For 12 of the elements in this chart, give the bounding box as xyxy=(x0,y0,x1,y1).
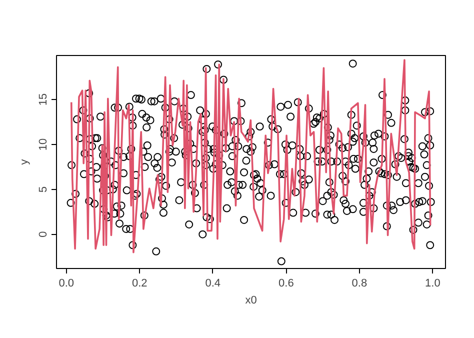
y-tick-label: 0 xyxy=(38,231,50,238)
x-tick-label: 0.6 xyxy=(278,278,294,290)
y-tick-label: 10 xyxy=(38,138,50,151)
x-axis-title: x0 xyxy=(245,294,257,306)
y-axis-title: y xyxy=(18,158,30,165)
x-tick-label: 0.4 xyxy=(205,278,221,290)
x-tick-label: 0.0 xyxy=(58,278,74,290)
x-tick-label: 0.8 xyxy=(352,278,368,290)
y-tick-label: 5 xyxy=(38,186,50,192)
x-tick-label: 0.2 xyxy=(132,278,148,290)
y-tick-label: 15 xyxy=(38,93,50,106)
x-tick-label: 1.0 xyxy=(425,278,440,290)
